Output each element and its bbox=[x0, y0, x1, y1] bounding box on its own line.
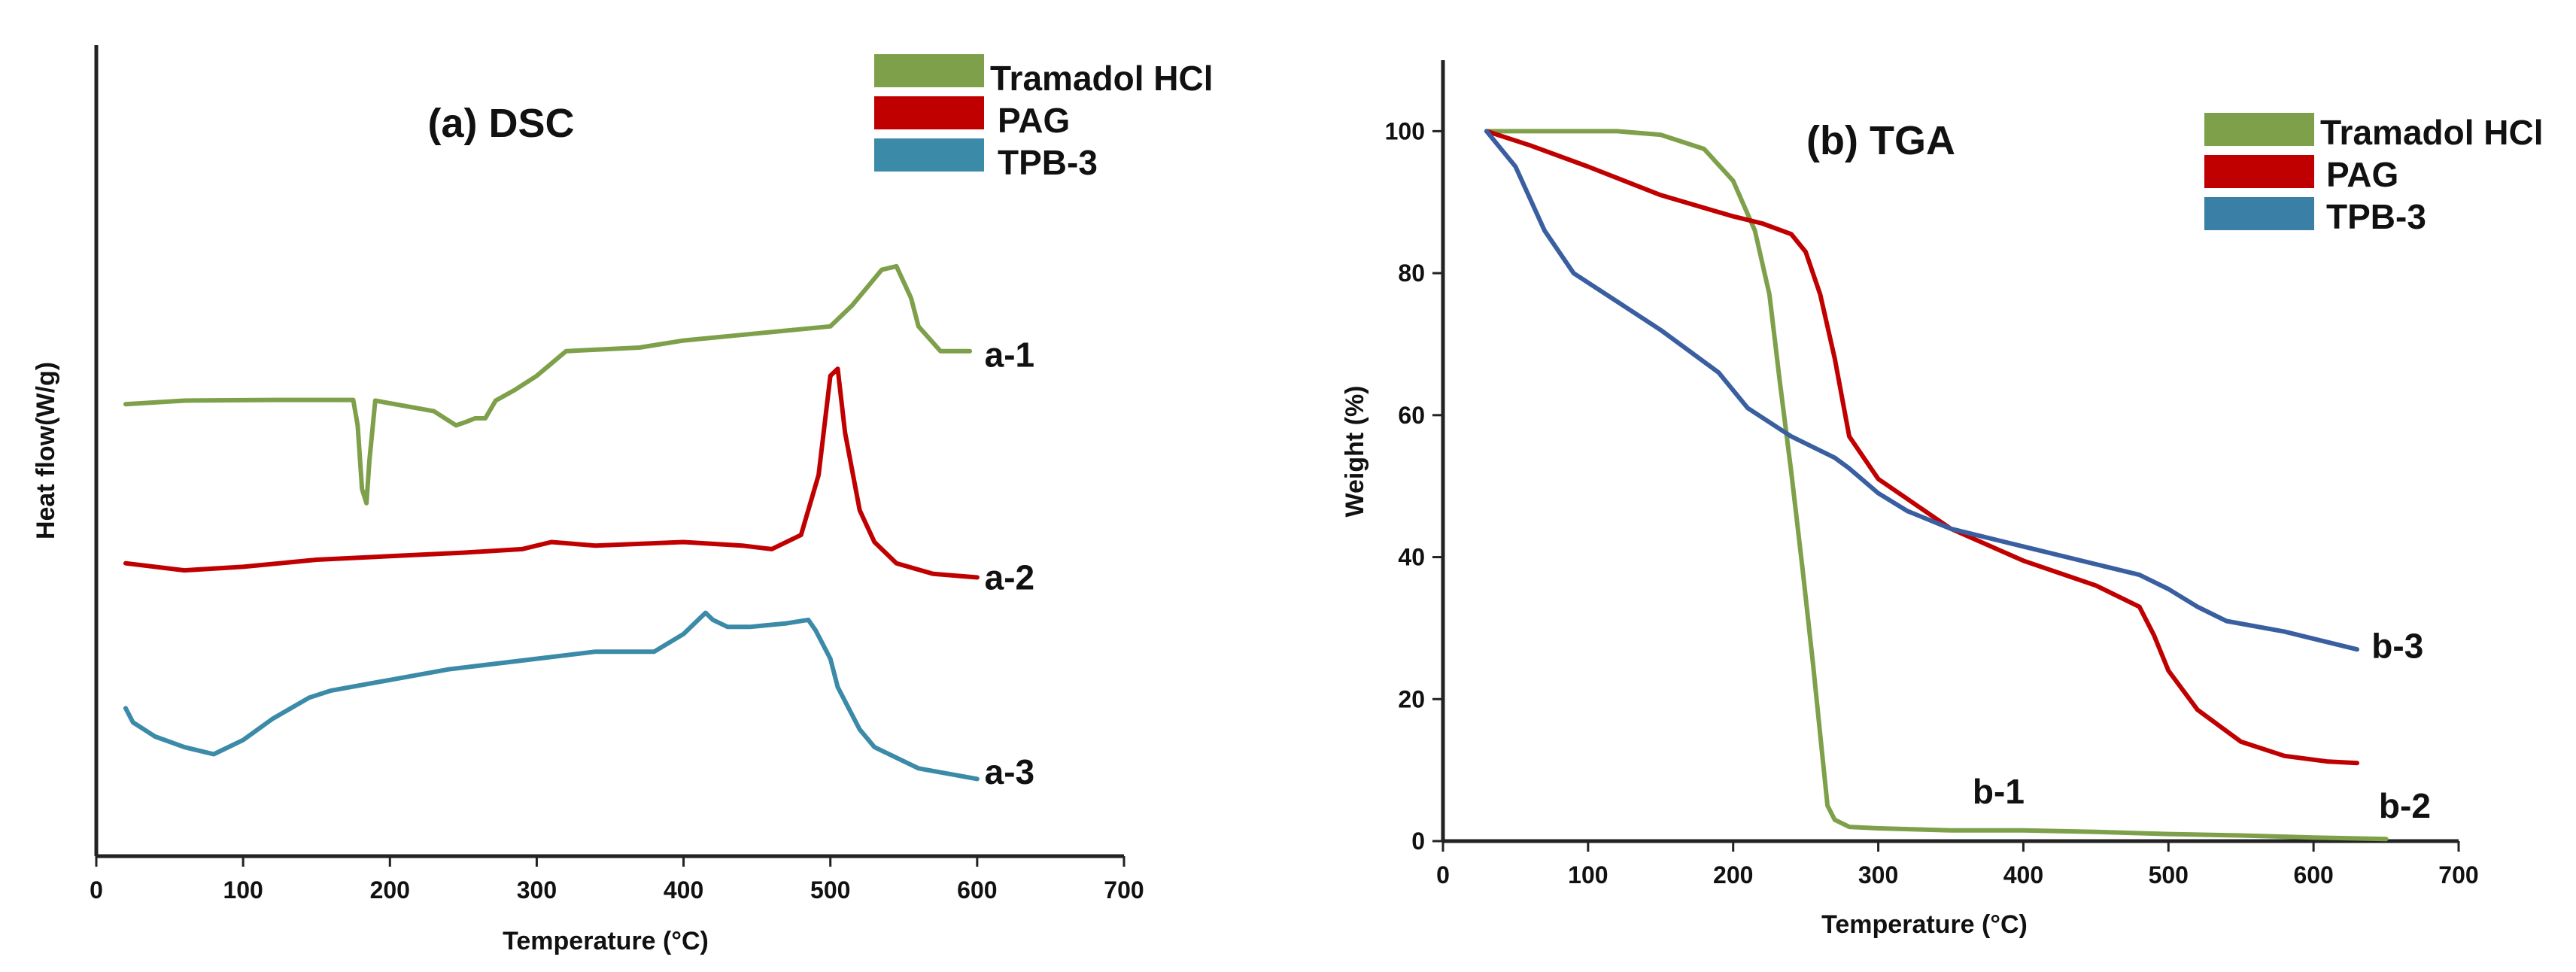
tga-series-tpb-3 bbox=[1484, 129, 2359, 652]
tga-curve-labels: b-1 b-2 b-3 bbox=[1973, 627, 2431, 825]
dsc-curve-label-a-2: a-2 bbox=[985, 558, 1034, 597]
tga-title: (b) TGA bbox=[1806, 118, 1955, 163]
dsc-y-axis-label: Heat flow(W/g) bbox=[32, 362, 60, 539]
dsc-x-tick-label-600: 600 bbox=[957, 876, 997, 904]
dsc-x-tick-label-500: 500 bbox=[810, 876, 850, 904]
tga-x-tick-label-400: 400 bbox=[2003, 861, 2043, 888]
tga-legend-swatch-tramadol bbox=[2204, 113, 2314, 146]
tga-legend-swatch-tpb3 bbox=[2204, 197, 2314, 230]
tga-curve-label-b-2: b-2 bbox=[2379, 786, 2431, 825]
tga-y-axis-label: Weight (%) bbox=[1341, 385, 1369, 517]
tga-y-tick-label-20: 20 bbox=[1398, 685, 1425, 712]
dsc-legend-swatch-tpb3 bbox=[874, 138, 984, 172]
tga-x-tick-label-500: 500 bbox=[2149, 861, 2189, 888]
tga-x-tick-label-300: 300 bbox=[1858, 861, 1898, 888]
dsc-legend-label-tramadol: Tramadol HCl bbox=[990, 59, 1214, 98]
tga-legend-label-tramadol: Tramadol HCl bbox=[2320, 113, 2544, 152]
dsc-series-tpb-3 bbox=[123, 610, 980, 782]
dsc-panel: 0 100 200 300 400 500 600 700 a-1 a-2 a-3 (a) DSC… bbox=[32, 45, 1214, 955]
dsc-legend-swatch-pag bbox=[874, 96, 984, 129]
dsc-x-tick-label-400: 400 bbox=[664, 876, 703, 904]
dsc-legend-swatch-tramadol bbox=[874, 54, 984, 87]
tga-ticks: 0 100 200 300 400 500 600 700 0 20 40 60 80 100 bbox=[1385, 117, 2479, 888]
tga-curve-label-b-3: b-3 bbox=[2371, 627, 2423, 666]
dsc-x-axis-label: Temperature (°C) bbox=[503, 927, 709, 955]
tga-y-tick-label-0: 0 bbox=[1411, 828, 1425, 855]
dsc-x-tick-label-0: 0 bbox=[90, 876, 103, 904]
tga-y-tick-label-60: 60 bbox=[1398, 402, 1425, 429]
dsc-curve-label-a-3: a-3 bbox=[985, 752, 1034, 791]
dsc-title: (a) DSC bbox=[427, 101, 574, 146]
dsc-x-tick-label-300: 300 bbox=[517, 876, 557, 904]
tga-x-tick-label-200: 200 bbox=[1713, 861, 1753, 888]
dsc-x-ticks: 0 100 200 300 400 500 600 700 bbox=[90, 856, 1144, 904]
tga-legend-swatch-pag bbox=[2204, 155, 2314, 188]
tga-curve-label-b-1: b-1 bbox=[1973, 772, 2025, 811]
tga-legend: Tramadol HCl PAG TPB-3 bbox=[2204, 113, 2544, 236]
dsc-legend-label-pag: PAG bbox=[998, 101, 1070, 140]
dsc-curve-labels: a-1 a-2 a-3 bbox=[985, 335, 1034, 791]
tga-x-tick-label-100: 100 bbox=[1568, 861, 1608, 888]
tga-x-tick-label-600: 600 bbox=[2293, 861, 2333, 888]
tga-x-axis-label: Temperature (°C) bbox=[1821, 910, 2028, 939]
tga-legend-label-pag: PAG bbox=[2326, 155, 2398, 194]
dsc-x-tick-label-700: 700 bbox=[1104, 876, 1144, 904]
tga-series-pag bbox=[1484, 129, 2359, 766]
dsc-x-tick-label-200: 200 bbox=[370, 876, 410, 904]
dsc-legend-label-tpb3: TPB-3 bbox=[998, 143, 1098, 182]
tga-y-tick-label-40: 40 bbox=[1398, 544, 1425, 571]
tga-y-tick-label-80: 80 bbox=[1398, 260, 1425, 287]
tga-legend-label-tpb3: TPB-3 bbox=[2326, 197, 2426, 236]
dsc-series-tramadol-hcl bbox=[123, 263, 973, 506]
dsc-series bbox=[123, 263, 980, 782]
dsc-series-pag bbox=[123, 366, 980, 580]
dsc-legend: Tramadol HCl PAG TPB-3 bbox=[874, 54, 1214, 182]
dsc-x-tick-label-100: 100 bbox=[223, 876, 263, 904]
tga-series-tramadol-hcl bbox=[1484, 129, 2389, 842]
tga-x-tick-label-700: 700 bbox=[2438, 861, 2478, 888]
dsc-curve-label-a-1: a-1 bbox=[985, 335, 1034, 374]
tga-x-tick-label-0: 0 bbox=[1436, 861, 1450, 888]
tga-y-tick-label-100: 100 bbox=[1385, 117, 1425, 144]
tga-series bbox=[1484, 129, 2389, 842]
